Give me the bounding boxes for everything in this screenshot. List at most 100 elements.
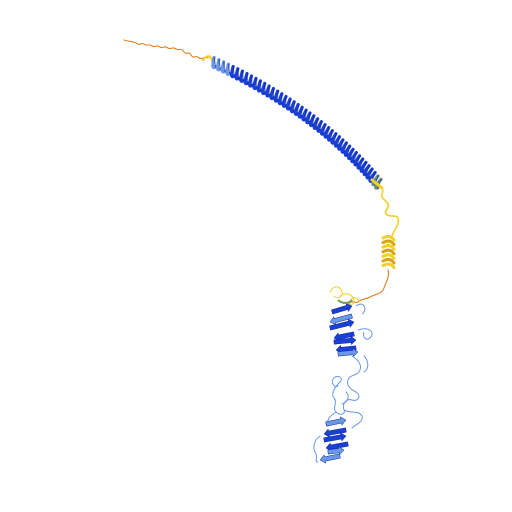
helix-turn <box>381 257 396 265</box>
helix-turn <box>220 60 227 74</box>
helix-turn <box>265 84 271 98</box>
helix-turn-back <box>353 151 357 163</box>
helix-turn-back <box>293 101 295 112</box>
beta-strand <box>333 335 357 346</box>
helix-turn-back <box>326 127 330 138</box>
helix-turn <box>225 62 232 76</box>
helix-turn <box>234 67 241 81</box>
helix-turn-back <box>346 145 351 156</box>
side-loop <box>355 303 373 340</box>
helix-turn <box>333 135 342 148</box>
helix-turn <box>343 144 352 157</box>
helix-turn <box>273 89 280 103</box>
helix-turn <box>211 55 218 70</box>
low-confidence-loops <box>329 286 361 305</box>
helix-turn <box>365 167 374 180</box>
beta-strand <box>323 432 347 443</box>
helix-turn <box>350 150 358 164</box>
helix-turn <box>239 69 245 83</box>
helix-turn-back <box>368 168 373 179</box>
helix-turn <box>277 92 284 106</box>
beta-strand <box>323 427 347 438</box>
helix-turn <box>381 248 396 256</box>
helix-turn <box>319 123 327 136</box>
beta-sheet-domain-lower <box>319 416 349 464</box>
helix-turn <box>308 114 316 128</box>
helix-turn <box>256 79 263 93</box>
helix-turn-back <box>241 70 244 82</box>
helix-turn <box>289 100 296 114</box>
helix-turn <box>312 117 320 130</box>
helix-turn <box>337 138 345 151</box>
helix-turn-back <box>296 103 299 115</box>
helix-turn <box>381 239 396 247</box>
helix-turn-back <box>250 75 253 87</box>
helix-turn-back <box>350 148 354 159</box>
helix-turn <box>281 94 288 108</box>
helix-turn-back <box>330 130 333 141</box>
beta-strand <box>331 302 353 315</box>
helix-turn-back <box>359 158 364 169</box>
helix-turn-back <box>343 142 347 153</box>
short-helix <box>381 234 396 270</box>
helix-turn-back <box>319 121 322 132</box>
helix-turn <box>230 64 236 79</box>
helix-turn <box>285 97 292 111</box>
helix-turn-back <box>315 118 319 129</box>
helix-turn-back <box>340 139 344 150</box>
helix-turn-back <box>312 115 315 126</box>
helix-turn <box>381 262 396 270</box>
helix-turn-back <box>246 72 249 84</box>
helix-turn <box>305 111 312 125</box>
helix-turn-back <box>237 68 240 79</box>
helix-turn-back <box>232 65 235 77</box>
long-alpha-helix <box>211 55 384 190</box>
helix-turn-back <box>300 106 303 118</box>
helix-turn <box>374 177 383 190</box>
very-low-confidence-linker <box>347 269 390 304</box>
helix-turn-back <box>308 112 311 123</box>
helix-turn <box>297 105 304 119</box>
beta-sheet-domain-upper <box>329 299 373 358</box>
loop-region <box>313 355 369 463</box>
helix-turn <box>356 157 365 170</box>
helix-turn <box>316 120 323 133</box>
helix-turn <box>359 160 368 173</box>
helix-turn <box>371 174 380 187</box>
helix-turn <box>293 102 300 116</box>
helix-turn-back <box>227 63 231 75</box>
helix-turn <box>323 126 331 139</box>
low-confidence-linker <box>377 183 400 237</box>
helix-turn <box>252 76 259 91</box>
helix-turn-back <box>356 155 361 166</box>
helix-turn-back <box>333 133 337 144</box>
helix-turn-back <box>304 109 307 121</box>
helix-turn <box>381 244 396 251</box>
helix-turn <box>353 154 362 167</box>
beta-strand <box>337 347 359 358</box>
beta-strand <box>319 453 341 464</box>
helix-turn-back <box>365 165 370 176</box>
beta-strand <box>329 313 353 326</box>
helix-turn <box>243 71 250 86</box>
helix-turn <box>261 81 267 96</box>
disordered-n-terminal-tail <box>123 39 209 60</box>
beta-strand <box>329 318 355 331</box>
helix-turn <box>248 74 254 88</box>
beta-strand <box>327 445 345 456</box>
helix-turn-back <box>218 59 221 70</box>
sheet-edge <box>337 299 353 304</box>
helix-turn <box>269 86 276 101</box>
helix-turn <box>381 253 396 260</box>
helix-turn <box>326 129 334 142</box>
helix-turn-back <box>213 56 217 68</box>
helix-turn-back <box>362 161 367 172</box>
helix-turn-back <box>336 136 341 147</box>
helix-turn-back <box>323 124 326 135</box>
helix-turn <box>301 108 308 122</box>
helix-turn <box>347 147 355 161</box>
helix-turn <box>330 132 338 145</box>
helix-turn <box>362 164 371 177</box>
